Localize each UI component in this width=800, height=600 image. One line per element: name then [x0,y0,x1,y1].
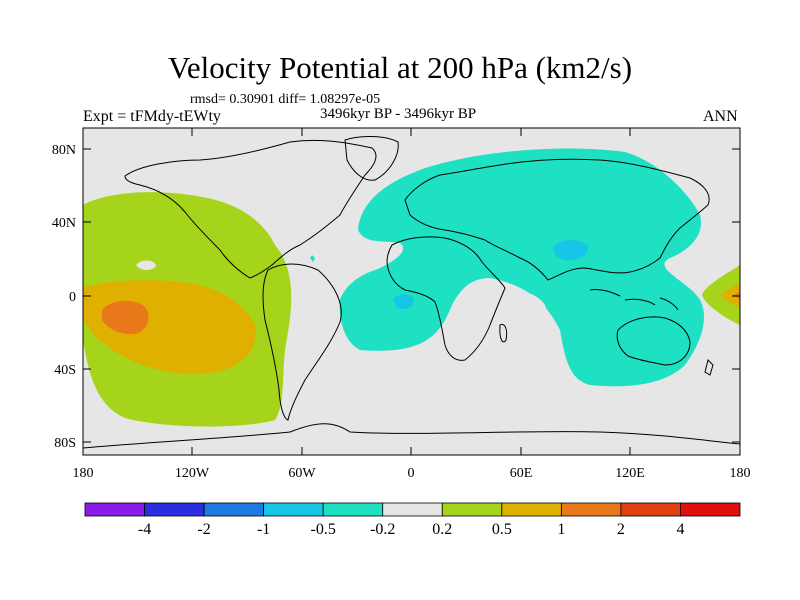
colorbar-label: -0.2 [370,521,395,538]
contour-fields [83,148,740,427]
africa-negative-core [393,294,414,310]
colorbar [84,502,741,517]
colorbar-swatch [203,502,265,517]
lon-label-120e: 120E [615,466,645,481]
indian-ocean-gap [495,290,549,366]
colorbar-label: 1 [557,521,565,538]
colorbar-label: 4 [676,521,684,538]
colorbar-swatch [501,502,562,517]
south-america-outline [262,263,342,421]
eurasia-outline [404,158,710,281]
new-zealand-outline [704,359,714,376]
colorbar-label: -4 [138,521,151,538]
india-negative-core [553,240,589,261]
caribbean-negative-spot [310,255,315,262]
map-title: Velocity Potential at 200 hPa (km2/s) [167,50,633,85]
australia-outline [616,316,691,366]
pacific-gap [136,260,156,271]
greenland-outline [344,136,399,181]
east-pacific-orange-region [721,283,740,307]
experiment-label: Expt = tFMdy-tEWty [83,108,221,125]
lat-label-80n: 80N [52,143,76,158]
lon-tick-marks [82,128,741,455]
colorbar-swatch [263,502,324,517]
pacific-core-region [102,300,149,335]
lon-label-180w: 180 [73,466,94,481]
colorbar-label: 0.5 [492,521,512,538]
lat-label-40s: 40S [54,363,76,378]
colorbar-labels: -4 -2 -1 -0.5 -0.2 0.2 0.5 1 2 4 [138,521,685,538]
colorbar-swatch [560,502,622,517]
stats-label: rmsd= 0.30901 diff= 1.08297e-05 [190,92,381,107]
maritime-continent-outline [589,289,679,311]
madagascar-outline [499,323,508,343]
colorbar-label: -0.5 [311,521,336,538]
antarctica-outline [83,423,740,449]
colorbar-label: 2 [617,521,625,538]
lat-label-40n: 40N [52,216,76,231]
season-label: ANN [703,108,738,125]
colorbar-swatch [84,502,145,517]
colorbar-swatch [382,502,443,517]
lon-label-0: 0 [408,466,415,481]
lat-label-80s: 80S [54,436,76,451]
lon-label-180e: 180 [730,466,751,481]
lat-tick-marks [83,148,740,443]
colorbar-swatch [144,502,205,517]
colorbar-label: -2 [197,521,210,538]
colorbar-label: 0.2 [432,521,452,538]
lon-label-60e: 60E [510,466,533,481]
africa-outline [386,236,506,361]
lon-label-60w: 60W [288,466,316,481]
eurasia-negative-region [339,148,705,387]
coastlines [83,136,740,449]
east-pacific-positive-region [702,265,740,325]
colorbar-swatch [441,502,503,517]
colorbar-swatch [680,502,741,517]
colorbar-label: -1 [257,521,270,538]
lon-label-120w: 120W [175,466,210,481]
north-america-outline [124,139,377,279]
period-label: 3496kyr BP - 3496kyr BP [320,106,477,122]
colorbar-swatch [322,502,384,517]
lat-label-0: 0 [69,290,76,305]
colorbar-swatch [620,502,681,517]
